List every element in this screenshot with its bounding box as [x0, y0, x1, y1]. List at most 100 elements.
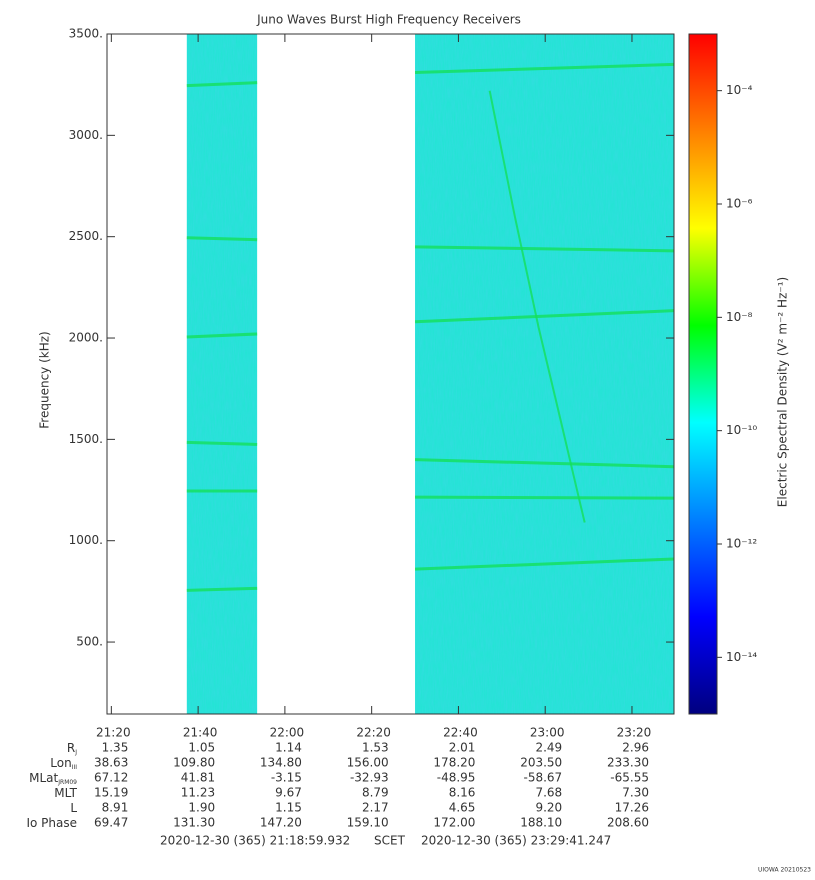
ephemeris-value: 1.53: [362, 741, 389, 755]
data-noise: [415, 34, 674, 714]
ephemeris-value: 233.30: [607, 756, 649, 770]
ephemeris-value: 1.15: [275, 801, 302, 815]
x-tick-label: 22:40: [443, 726, 478, 740]
emission-line: [415, 458, 675, 469]
credit: UIOWA 20210523: [758, 867, 811, 874]
y-tick-label: 3000.: [69, 128, 103, 142]
ephemeris-value: 2.49: [535, 741, 562, 755]
ephemeris-value: 1.05: [188, 741, 215, 755]
ephemeris-value: -65.55: [610, 771, 649, 785]
ephemeris-value: 147.20: [260, 816, 302, 830]
colorbar-tick-label: 10⁻⁶: [726, 197, 753, 211]
colorbar-label: Electric Spectral Density (V² m⁻² Hz⁻¹): [776, 277, 790, 507]
ephemeris-value: 188.10: [520, 816, 562, 830]
x-tick-label: 23:20: [617, 726, 652, 740]
y-tick-label: 500.: [76, 635, 103, 649]
ephemeris-value: 2.01: [449, 741, 476, 755]
ephemeris-value: 9.20: [535, 801, 562, 815]
ephemeris-label-main: R: [67, 741, 75, 755]
plot-frame: [106, 33, 675, 715]
ephemeris-label: RJ: [67, 741, 77, 756]
ephemeris-label-main: MLT: [54, 786, 77, 800]
y-tick-label: 2000.: [69, 331, 103, 345]
ephemeris-value: 7.68: [535, 786, 562, 800]
colorbar: [688, 33, 718, 715]
ephemeris-value: -32.93: [350, 771, 389, 785]
x-tick-label: 23:00: [530, 726, 565, 740]
ephemeris-value: 8.79: [362, 786, 389, 800]
colorbar-tick-label: 10⁻¹⁰: [726, 423, 757, 437]
y-tick-label: 1500.: [69, 432, 103, 446]
ephemeris-value: 67.12: [94, 771, 128, 785]
emission-line: [414, 557, 675, 571]
ephemeris-value: 38.63: [94, 756, 128, 770]
ephemeris-value: 1.90: [188, 801, 215, 815]
ephemeris-value: 178.20: [433, 756, 475, 770]
ephemeris-value: 7.30: [622, 786, 649, 800]
colorbar-tick-label: 10⁻⁸: [726, 310, 753, 324]
ephemeris-value: 1.14: [275, 741, 302, 755]
ephemeris-label-main: Lon: [50, 756, 71, 770]
ephemeris-label-sub: J: [74, 749, 77, 756]
ephemeris-value: 69.47: [94, 816, 128, 830]
emission-line: [186, 332, 258, 339]
emission-line: [414, 309, 675, 324]
ephemeris-label: Io Phase: [26, 816, 77, 830]
ephemeris-label-main: MLat: [29, 771, 58, 785]
colorbar-tick-label: 10⁻⁴: [726, 83, 753, 97]
colorbar-tick-label: 10⁻¹⁴: [726, 650, 757, 664]
ephemeris-value: 109.80: [173, 756, 215, 770]
ephemeris-value: 4.65: [449, 801, 476, 815]
ephemeris-label-main: Io Phase: [26, 816, 77, 830]
x-tick-label: 22:00: [270, 726, 305, 740]
ephemeris-value: 2.96: [622, 741, 649, 755]
ephemeris-value: -48.95: [437, 771, 476, 785]
emission-line: [415, 495, 675, 500]
ephemeris-value: 11.23: [181, 786, 215, 800]
ephemeris-value: 8.16: [449, 786, 476, 800]
x-tick-label: 22:20: [356, 726, 391, 740]
emission-line: [186, 586, 258, 592]
y-tick-label: 1000.: [69, 533, 103, 547]
ephemeris-value: -3.15: [271, 771, 302, 785]
ephemeris-value: -58.67: [524, 771, 563, 785]
emission-line: [414, 62, 675, 75]
data-noise: [186, 34, 258, 714]
colorbar-tick-label: 10⁻¹²: [726, 537, 757, 551]
emission-line: [415, 245, 675, 253]
ephemeris-label: MLatJRM09: [29, 771, 77, 786]
ephemeris-value: 203.50: [520, 756, 562, 770]
ephemeris-value: 9.67: [275, 786, 302, 800]
start-time: 2020-12-30 (365) 21:18:59.932: [160, 834, 350, 848]
ephemeris-value: 134.80: [260, 756, 302, 770]
ephemeris-value: 172.00: [433, 816, 475, 830]
emission-line: [186, 440, 258, 446]
y-axis-label: Frequency (kHz): [38, 331, 52, 428]
ephemeris-value: 131.30: [173, 816, 215, 830]
ephemeris-label-main: L: [70, 801, 77, 815]
ephemeris-value: 15.19: [94, 786, 128, 800]
ephemeris-value: 8.91: [102, 801, 129, 815]
ephemeris-value: 159.10: [347, 816, 389, 830]
ephemeris-value: 41.81: [181, 771, 215, 785]
ephemeris-value: 1.35: [102, 741, 129, 755]
chart-title: Juno Waves Burst High Frequency Receiver…: [256, 13, 521, 27]
time-system: SCET: [374, 834, 406, 848]
ephemeris-label: LonIII: [50, 756, 77, 771]
ephemeris-value: 17.26: [615, 801, 649, 815]
emission-line: [488, 90, 586, 523]
emission-line: [186, 81, 258, 88]
x-tick-label: 21:20: [96, 726, 131, 740]
ephemeris-value: 2.17: [362, 801, 389, 815]
x-tick-label: 21:40: [183, 726, 218, 740]
ephemeris-label: MLT: [54, 786, 77, 800]
ephemeris-value: 208.60: [607, 816, 649, 830]
ephemeris-label: L: [70, 801, 77, 815]
y-tick-label: 2500.: [69, 229, 103, 243]
y-tick-label: 3500.: [69, 27, 103, 41]
ephemeris-label-sub: III: [72, 764, 78, 771]
ephemeris-label-sub: JRM09: [57, 779, 77, 786]
end-time: 2020-12-30 (365) 23:29:41.247: [421, 834, 611, 848]
ephemeris-value: 156.00: [347, 756, 389, 770]
